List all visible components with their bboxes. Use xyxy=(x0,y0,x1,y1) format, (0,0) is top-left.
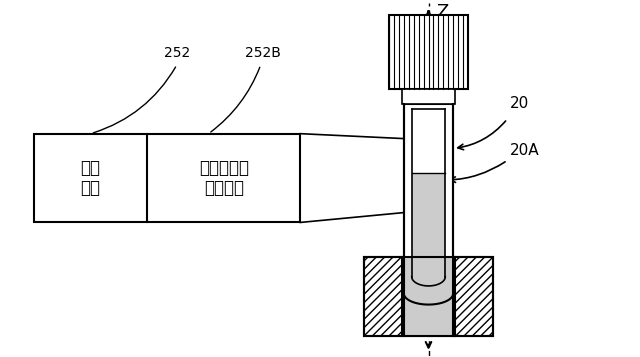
Polygon shape xyxy=(404,293,453,305)
Bar xyxy=(402,257,455,336)
Text: 252B: 252B xyxy=(245,46,281,60)
Bar xyxy=(402,89,455,104)
Bar xyxy=(412,109,445,173)
Text: 放射
光源: 放射 光源 xyxy=(81,159,100,197)
Polygon shape xyxy=(412,277,445,286)
Bar xyxy=(34,134,300,222)
Text: 20: 20 xyxy=(509,96,529,111)
Text: 20A: 20A xyxy=(509,143,539,158)
Text: 252: 252 xyxy=(164,46,190,60)
Bar xyxy=(412,173,445,277)
Bar xyxy=(389,15,468,89)
Bar xyxy=(402,256,455,337)
Text: ライン生成
光学素子: ライン生成 光学素子 xyxy=(199,159,249,197)
Text: Z: Z xyxy=(436,3,449,21)
Bar xyxy=(404,104,453,293)
Bar xyxy=(364,257,493,336)
Bar xyxy=(364,257,493,336)
